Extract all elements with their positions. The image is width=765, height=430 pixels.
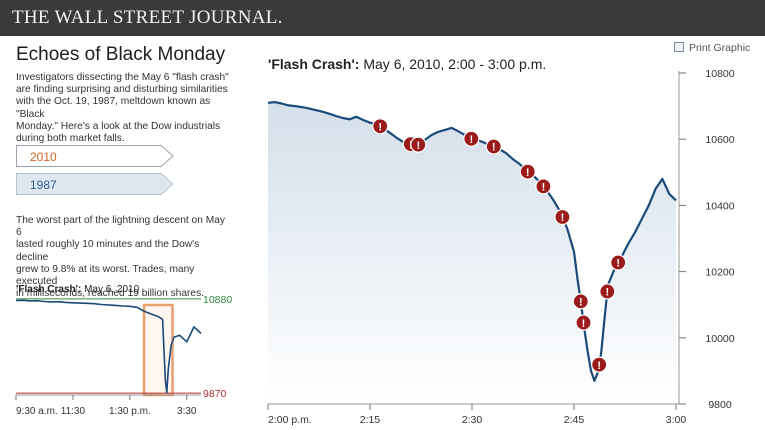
main-area-fill [268, 102, 676, 404]
svg-text:!: ! [582, 318, 586, 330]
print-graphic-button[interactable]: Print Graphic [674, 42, 750, 54]
main-x-tick-label: 2:00 p.m. [268, 414, 312, 426]
alert-marker[interactable]: ! [599, 283, 616, 300]
svg-text:!: ! [605, 287, 609, 299]
main-x-tick-label: 3:00 [666, 414, 687, 426]
description-line: The worst part of the lightning descent … [16, 215, 225, 239]
svg-text:!: ! [378, 121, 382, 133]
main-y-tick-label: 10200 [705, 267, 734, 279]
main-y-tick-label: 10800 [705, 68, 734, 80]
mini-x-tick-label: 3:30 [177, 406, 197, 417]
tab-2010-label: 2010 [30, 150, 57, 164]
alert-marker[interactable]: ! [410, 136, 427, 153]
svg-text:!: ! [597, 360, 601, 372]
svg-text:!: ! [561, 212, 565, 224]
intro-text: Investigators dissecting the May 6 "flas… [16, 72, 231, 145]
description-line: grew to 9.8% at its worst. Trades, many … [16, 263, 195, 288]
main-x-tick-label: 2:30 [462, 414, 483, 426]
mini-x-tick-label: 11:30 [61, 406, 86, 417]
main-y-tick-label: 10000 [705, 333, 734, 345]
mini-chart-title: 'Flash Crash': May 6, 2010 [16, 284, 139, 295]
tab-1987[interactable]: 1987 [16, 173, 174, 195]
alert-marker[interactable]: ! [372, 118, 389, 135]
tab-1987-shape [16, 173, 174, 195]
tab-1987-label: 1987 [30, 178, 57, 192]
intro-line: with the Oct. 19, 1987, meltdown known a… [16, 96, 211, 120]
tab-2010[interactable]: 2010 [16, 145, 174, 167]
svg-text:!: ! [616, 258, 620, 270]
svg-text:!: ! [542, 182, 546, 194]
alert-marker[interactable]: ! [575, 314, 592, 331]
masthead: THE WALL STREET JOURNAL. [0, 0, 765, 36]
alert-marker[interactable]: ! [554, 208, 571, 226]
main-x-tick-label: 2:45 [564, 414, 585, 426]
description-line: in milliseconds, reached 19 billion shar… [16, 288, 205, 300]
main-y-tick-label: 9800 [708, 399, 732, 411]
intro-line: during both market falls. [16, 133, 125, 145]
article-panel: Echoes of Black Monday Investigators dis… [16, 44, 231, 145]
alert-marker[interactable]: ! [519, 163, 536, 180]
intro-line: are finding surprising and disturbing si… [16, 84, 228, 96]
alert-marker[interactable]: ! [463, 130, 480, 147]
main-chart-title: 'Flash Crash': May 6, 2010, 2:00 - 3:00 … [268, 56, 546, 72]
main-y-tick-label: 10400 [705, 200, 734, 212]
tab-2010-shape [16, 145, 174, 167]
intro-line: Investigators dissecting the May 6 "flas… [16, 72, 229, 83]
printer-icon [674, 42, 684, 52]
print-graphic-label: Print Graphic [689, 42, 751, 54]
mini-chart-title-bold: 'Flash Crash': [16, 284, 82, 295]
description-text: The worst part of the lightning descent … [16, 215, 231, 300]
intro-line: Monday." Here's a look at the Dow indust… [16, 120, 221, 132]
main-chart-title-rest: May 6, 2010, 2:00 - 3:00 p.m. [359, 56, 547, 72]
svg-text:!: ! [416, 140, 420, 152]
headline: Echoes of Black Monday [16, 44, 226, 65]
svg-text:!: ! [492, 142, 496, 154]
masthead-title[interactable]: THE WALL STREET JOURNAL. [12, 7, 283, 28]
svg-text:!: ! [579, 297, 583, 309]
alert-marker[interactable]: ! [572, 293, 589, 310]
mini-x-tick-label: 1:30 p.m. [109, 406, 151, 417]
alert-marker[interactable]: ! [535, 178, 552, 195]
description-line: lasted roughly 10 minutes and the Dow's … [16, 239, 200, 263]
mini-chart-title-rest: May 6, 2010 [81, 284, 140, 295]
mini-highlight-window[interactable] [142, 303, 174, 397]
svg-text:!: ! [469, 134, 473, 146]
mini-x-tick-label: 9:30 a.m. [16, 406, 58, 417]
alert-marker[interactable]: ! [591, 356, 608, 373]
alert-marker[interactable]: ! [485, 138, 502, 155]
main-y-tick-label: 10600 [705, 134, 734, 146]
main-chart-title-bold: 'Flash Crash': [268, 56, 360, 72]
mini-reference-label: 9870 [203, 388, 227, 400]
alert-marker[interactable]: ! [610, 254, 627, 271]
svg-text:!: ! [526, 167, 530, 179]
main-x-tick-label: 2:15 [360, 414, 381, 426]
